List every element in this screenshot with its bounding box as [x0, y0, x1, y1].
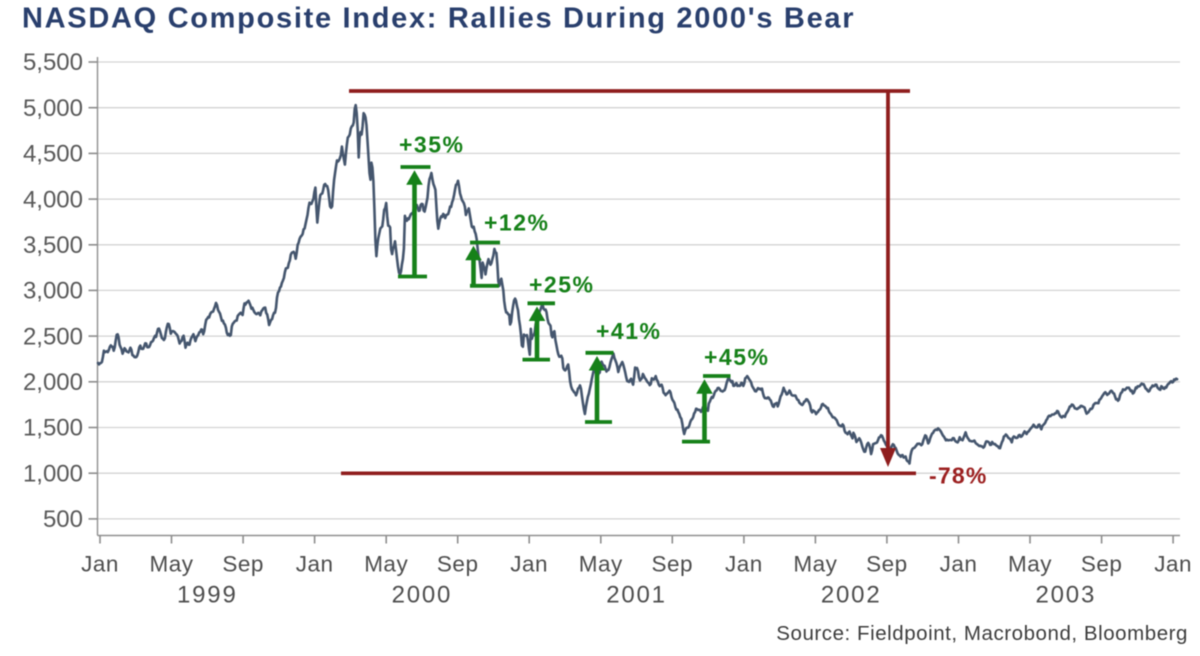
svg-text:Sep: Sep — [866, 552, 908, 577]
svg-text:May: May — [579, 552, 623, 577]
svg-text:NASDAQ Composite Index: Rallie: NASDAQ Composite Index: Rallies During 2… — [22, 3, 855, 35]
svg-text:+41%: +41% — [596, 318, 661, 344]
svg-text:Jan: Jan — [296, 552, 334, 577]
svg-text:+12%: +12% — [484, 210, 549, 236]
svg-text:May: May — [793, 552, 837, 577]
svg-text:+35%: +35% — [399, 132, 464, 158]
svg-text:+25%: +25% — [529, 272, 594, 298]
svg-text:5,000: 5,000 — [23, 95, 83, 122]
svg-text:Sep: Sep — [652, 552, 694, 577]
svg-text:2000: 2000 — [392, 582, 453, 609]
svg-text:3,000: 3,000 — [23, 278, 83, 305]
svg-text:2,000: 2,000 — [23, 369, 83, 396]
svg-text:1999: 1999 — [177, 582, 238, 609]
svg-text:2002: 2002 — [821, 582, 882, 609]
svg-text:1,000: 1,000 — [23, 460, 83, 487]
svg-text:Source: Fieldpoint, Macrobond,: Source: Fieldpoint, Macrobond, Bloomberg — [776, 622, 1188, 645]
svg-text:4,500: 4,500 — [23, 141, 83, 168]
svg-text:Jan: Jan — [725, 552, 763, 577]
svg-text:5,500: 5,500 — [23, 49, 83, 76]
svg-text:May: May — [364, 552, 408, 577]
svg-text:1,500: 1,500 — [23, 415, 83, 442]
svg-text:Sep: Sep — [1081, 552, 1123, 577]
svg-text:May: May — [149, 552, 193, 577]
svg-text:2,500: 2,500 — [23, 323, 83, 350]
svg-text:Sep: Sep — [222, 552, 264, 577]
svg-text:3,500: 3,500 — [23, 232, 83, 259]
svg-text:+45%: +45% — [704, 344, 769, 370]
svg-text:-78%: -78% — [929, 463, 988, 489]
svg-text:Sep: Sep — [437, 552, 479, 577]
svg-text:Jan: Jan — [1154, 552, 1192, 577]
svg-text:2003: 2003 — [1036, 582, 1097, 609]
svg-text:Jan: Jan — [510, 552, 548, 577]
svg-text:2001: 2001 — [606, 582, 667, 609]
svg-text:4,000: 4,000 — [23, 186, 83, 213]
svg-text:May: May — [1008, 552, 1052, 577]
svg-text:Jan: Jan — [940, 552, 978, 577]
svg-text:500: 500 — [43, 506, 83, 533]
svg-text:Jan: Jan — [81, 552, 119, 577]
